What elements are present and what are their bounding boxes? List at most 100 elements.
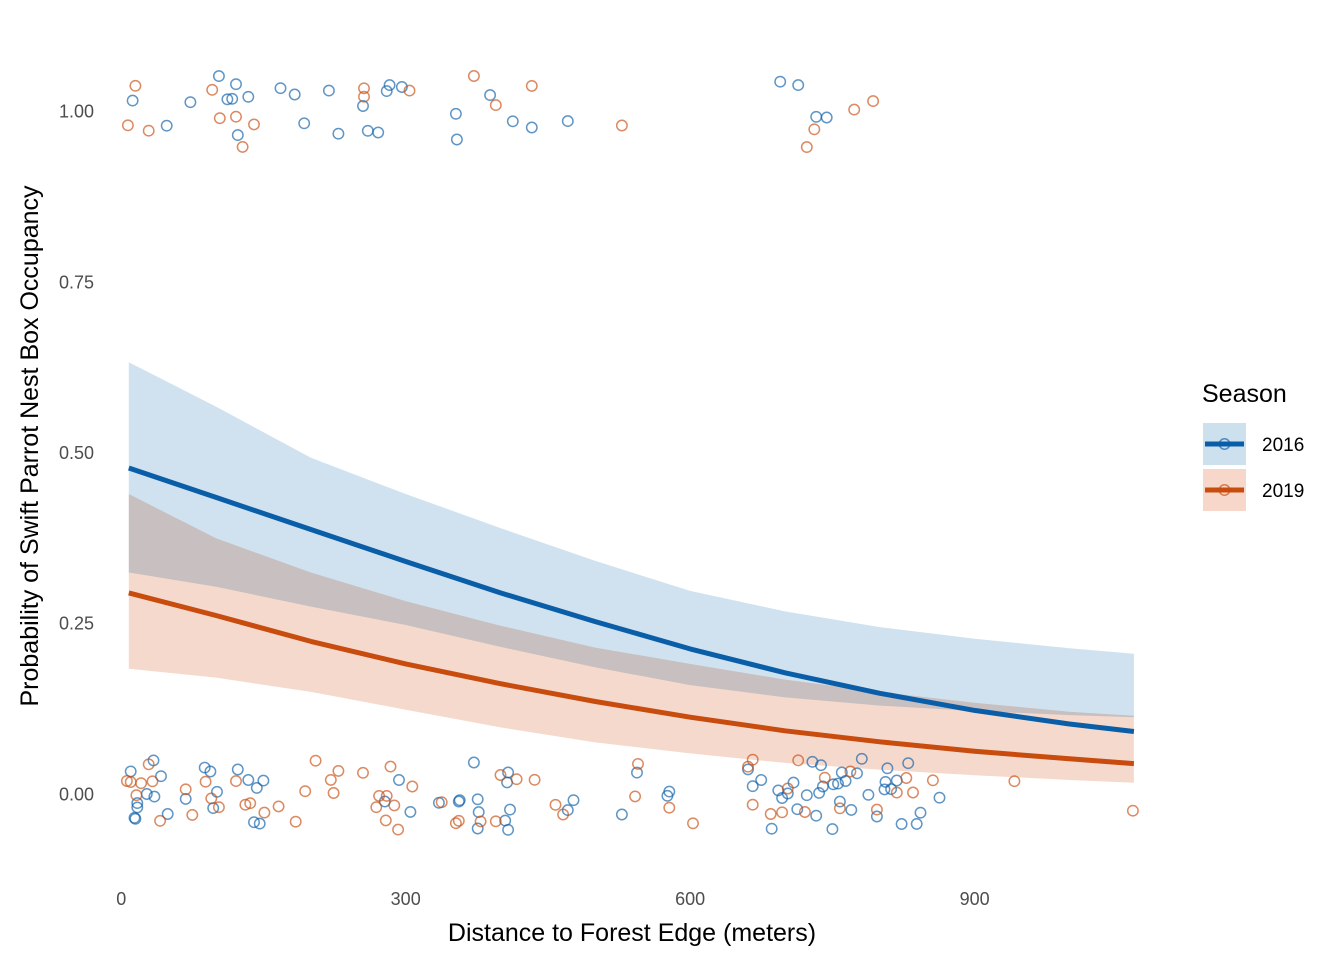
point-2019-unoccupied-42 <box>629 790 642 803</box>
x-tick-label-3: 900 <box>960 889 990 909</box>
legend-label-2019: 2019 <box>1262 481 1304 502</box>
point-2016-unoccupied-33 <box>502 823 515 836</box>
point-2016-unoccupied-53 <box>813 786 826 799</box>
point-2019-unoccupied-21 <box>327 787 340 799</box>
point-2019-unoccupied-54 <box>818 771 831 784</box>
point-2019-occupied-2 <box>142 124 155 137</box>
point-2016-unoccupied-44 <box>765 822 778 835</box>
point-2016-unoccupied-19 <box>253 817 266 830</box>
point-2016-occupied-9 <box>274 82 287 95</box>
point-2019-unoccupied-19 <box>309 754 322 767</box>
point-2019-unoccupied-36 <box>489 815 502 828</box>
point-2016-unoccupied-28 <box>471 793 484 806</box>
point-2016-unoccupied-63 <box>851 767 863 780</box>
point-2016-unoccupied-76 <box>933 791 946 804</box>
point-2016-unoccupied-7 <box>148 790 161 803</box>
point-2019-occupied-5 <box>230 110 242 123</box>
point-2016-unoccupied-26 <box>453 794 466 807</box>
point-2016-unoccupied-71 <box>890 774 903 787</box>
point-2016-unoccupied-22 <box>393 774 405 786</box>
point-2019-unoccupied-31 <box>406 780 419 793</box>
legend-item-2016: 2016 <box>1203 423 1304 465</box>
point-2016-unoccupied-58 <box>832 777 844 790</box>
point-2016-unoccupied-72 <box>895 818 908 830</box>
point-2019-unoccupied-26 <box>380 789 393 802</box>
x-tick-label-1: 300 <box>391 889 421 909</box>
point-2016-occupied-18 <box>383 79 396 92</box>
point-2019-occupied-13 <box>525 79 538 92</box>
point-2016-occupied-11 <box>298 117 311 130</box>
point-2016-occupied-6 <box>231 129 244 142</box>
point-2019-unoccupied-5 <box>146 775 159 788</box>
point-2019-occupied-18 <box>867 95 880 108</box>
point-2019-unoccupied-38 <box>510 773 523 786</box>
point-2019-unoccupied-52 <box>792 754 805 767</box>
ci-band-2019 <box>128 494 1134 783</box>
point-2019-occupied-17 <box>848 103 861 116</box>
point-2016-unoccupied-59 <box>833 795 846 808</box>
point-2019-unoccupied-29 <box>388 799 401 812</box>
point-2019-unoccupied-51 <box>781 782 794 795</box>
point-2019-unoccupied-25 <box>373 789 386 802</box>
point-2016-unoccupied-75 <box>914 806 927 819</box>
point-2019-occupied-14 <box>615 119 628 132</box>
point-2019-unoccupied-27 <box>379 814 392 827</box>
point-2019-unoccupied-45 <box>687 817 699 830</box>
point-2019-occupied-0 <box>121 119 134 132</box>
point-2019-occupied-9 <box>358 82 370 95</box>
point-2019-unoccupied-37 <box>494 769 507 781</box>
point-2016-occupied-0 <box>126 94 139 107</box>
point-2016-occupied-16 <box>372 126 385 139</box>
point-2016-unoccupied-49 <box>791 803 804 816</box>
point-2016-unoccupied-52 <box>810 809 823 822</box>
point-2019-unoccupied-41 <box>557 808 570 821</box>
point-2019-unoccupied-56 <box>844 765 857 778</box>
point-2019-occupied-12 <box>489 99 502 112</box>
point-2016-unoccupied-29 <box>471 822 484 835</box>
point-2019-unoccupied-39 <box>528 773 541 786</box>
point-2019-unoccupied-47 <box>746 798 759 811</box>
point-2019-unoccupied-32 <box>435 796 448 809</box>
point-2019-unoccupied-48 <box>746 753 759 766</box>
point-2019-unoccupied-6 <box>154 814 167 827</box>
point-2016-unoccupied-2 <box>129 812 142 825</box>
point-2019-unoccupied-9 <box>199 775 212 788</box>
point-2016-unoccupied-40 <box>663 785 676 798</box>
point-2016-unoccupied-0 <box>124 765 137 778</box>
point-2016-unoccupied-10 <box>179 792 192 805</box>
point-2016-occupied-22 <box>484 89 497 102</box>
point-2019-occupied-6 <box>236 140 249 153</box>
point-2019-unoccupied-63 <box>1126 804 1139 817</box>
point-2019-unoccupied-8 <box>186 808 199 821</box>
point-2016-unoccupied-36 <box>567 794 580 807</box>
point-2016-unoccupied-54 <box>815 759 827 772</box>
point-2016-unoccupied-27 <box>467 756 480 769</box>
point-2016-occupied-21 <box>449 107 462 120</box>
point-2019-unoccupied-22 <box>332 764 345 777</box>
point-2016-unoccupied-69 <box>881 762 894 775</box>
point-2019-unoccupied-13 <box>239 798 252 811</box>
legend-swatch-point-2016 <box>1218 438 1231 450</box>
point-2019-unoccupied-23 <box>357 766 369 779</box>
point-2016-unoccupied-23 <box>404 805 417 818</box>
point-2016-occupied-3 <box>212 70 225 83</box>
point-2016-occupied-27 <box>792 79 805 92</box>
point-2016-occupied-4 <box>226 92 239 105</box>
point-2016-occupied-2 <box>184 96 197 109</box>
point-2019-occupied-4 <box>213 112 226 125</box>
point-2019-unoccupied-53 <box>798 806 811 818</box>
point-2016-unoccupied-48 <box>787 776 800 789</box>
point-2019-occupied-7 <box>248 118 260 131</box>
point-2019-unoccupied-35 <box>474 815 487 828</box>
point-2016-unoccupied-3 <box>131 801 144 814</box>
point-2019-unoccupied-7 <box>179 783 192 796</box>
point-2019-unoccupied-20 <box>324 773 337 786</box>
point-2016-occupied-26 <box>774 75 787 88</box>
point-2019-occupied-10 <box>403 84 416 97</box>
point-2019-occupied-8 <box>358 90 370 103</box>
point-2016-unoccupied-8 <box>155 770 167 783</box>
point-2019-occupied-11 <box>467 70 480 82</box>
point-2016-unoccupied-57 <box>827 778 840 791</box>
point-2019-unoccupied-58 <box>890 786 903 799</box>
